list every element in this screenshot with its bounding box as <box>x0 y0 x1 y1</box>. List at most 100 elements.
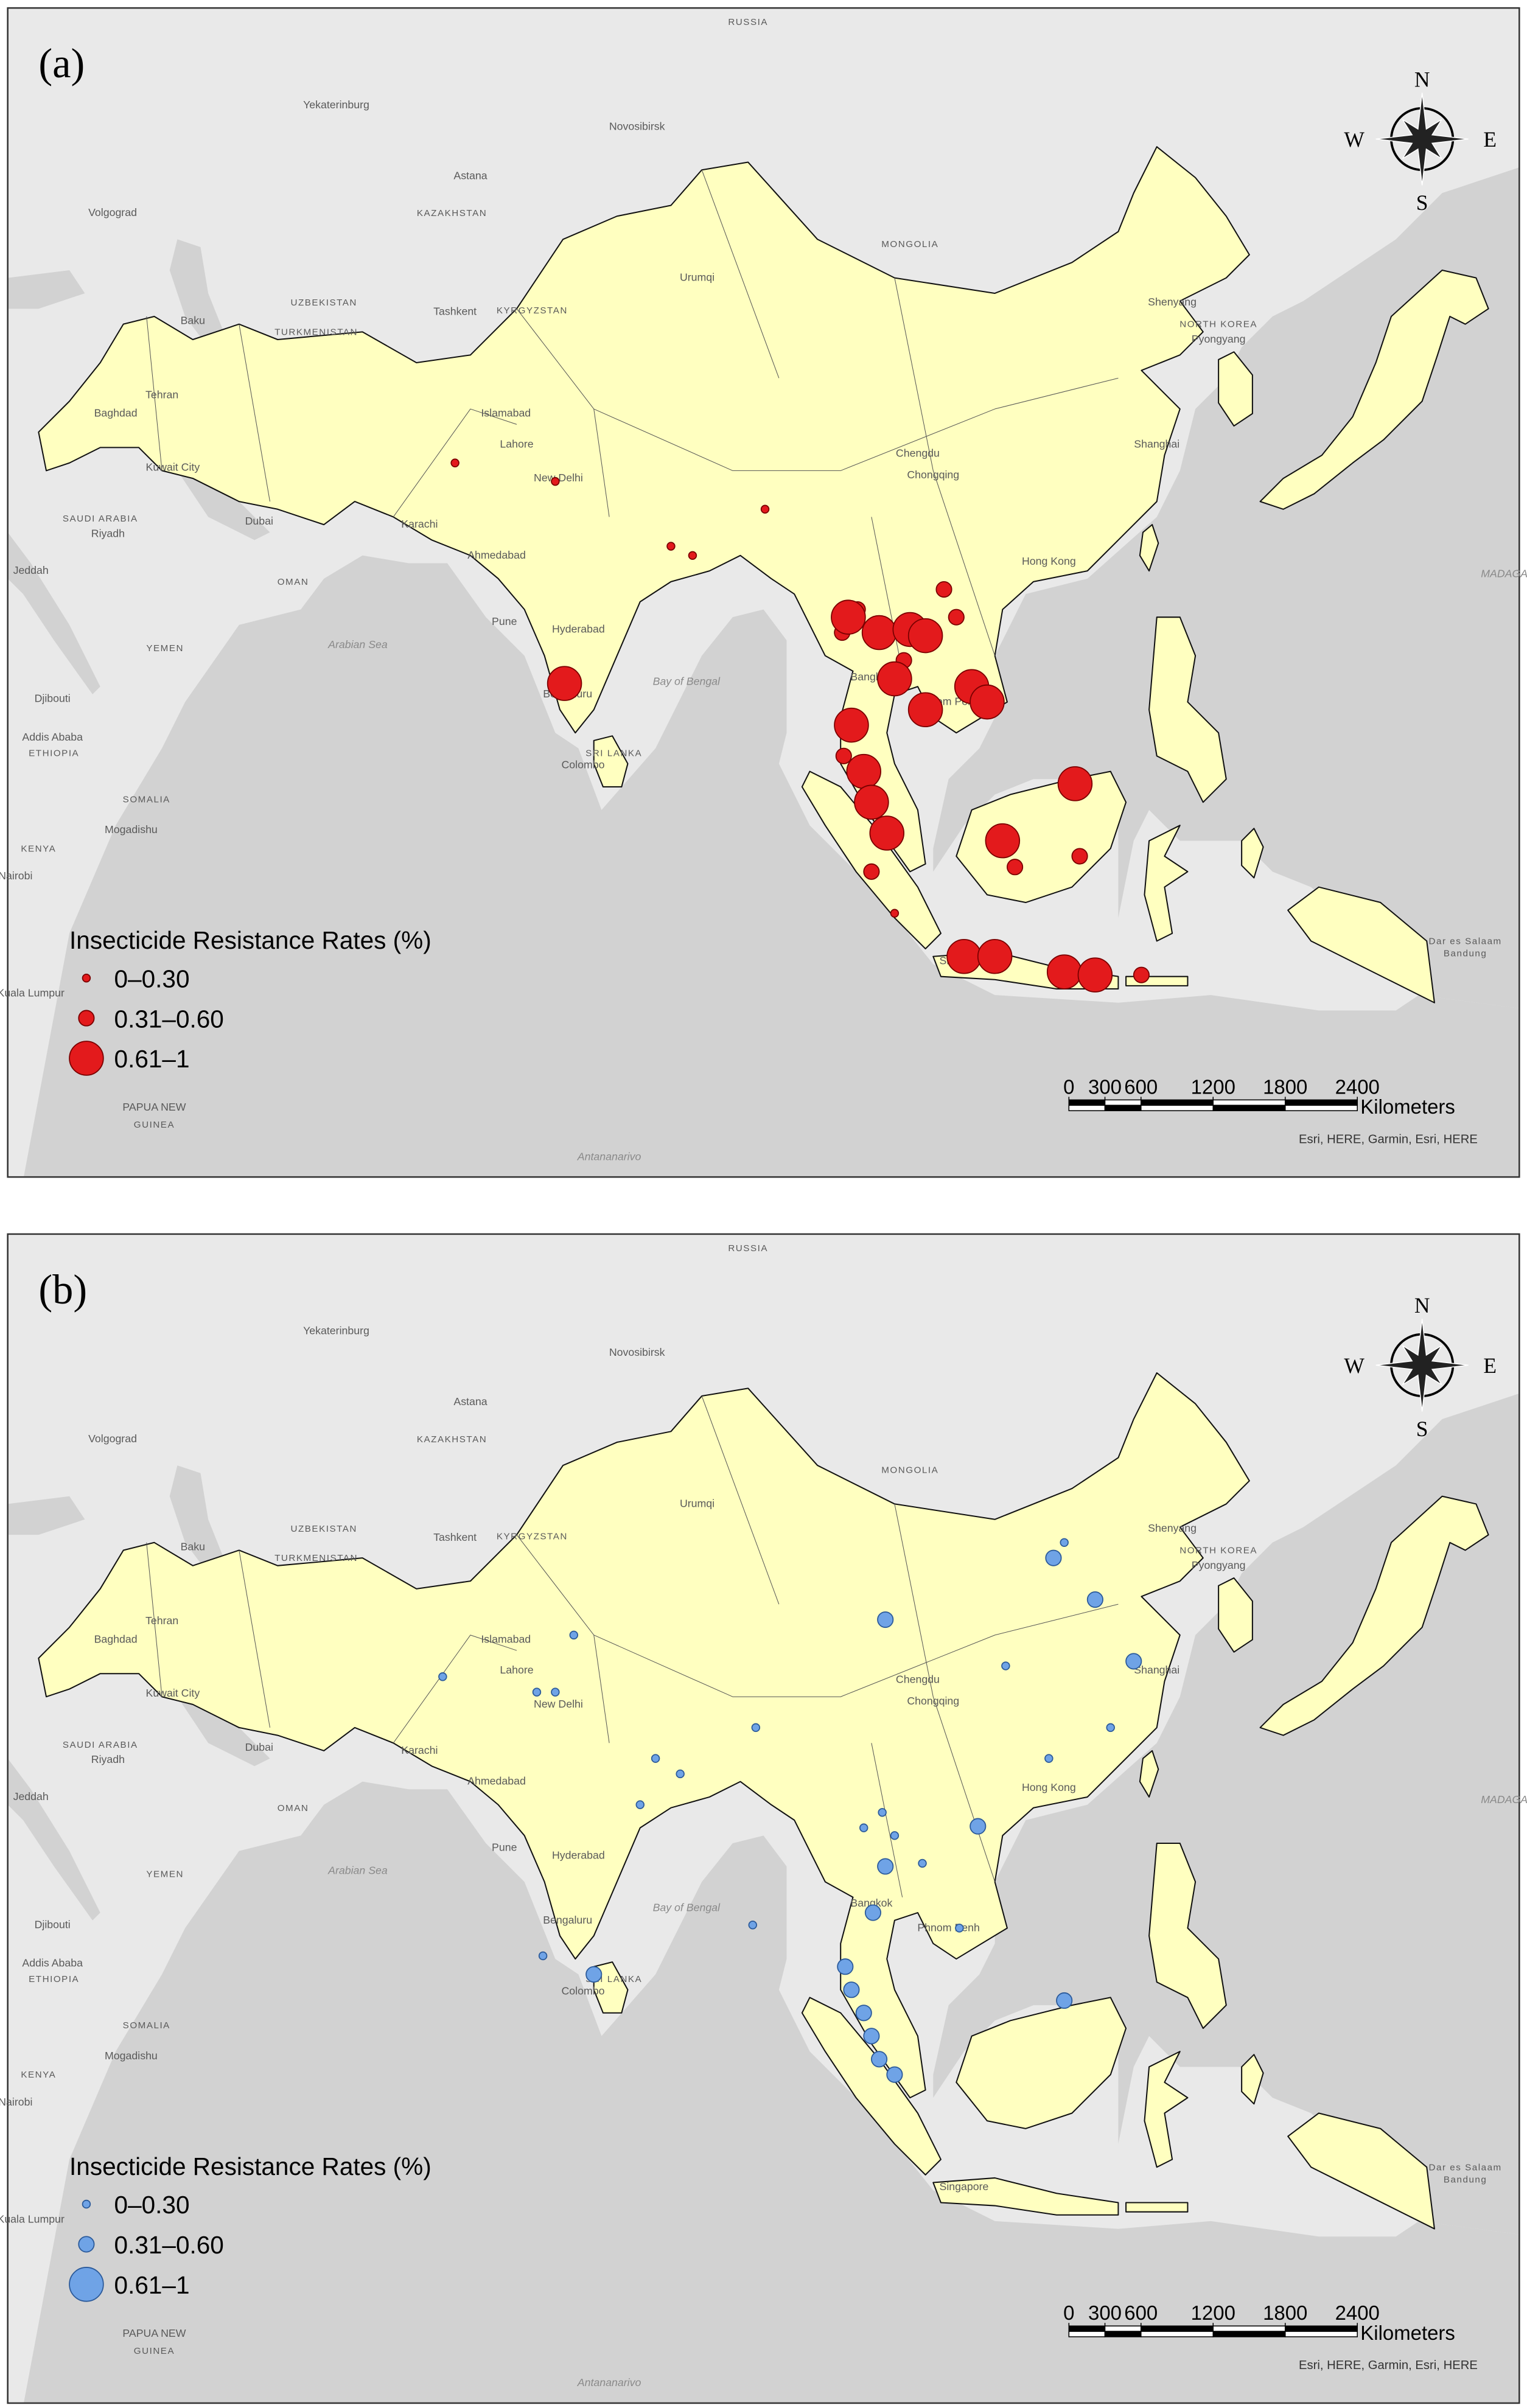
resistance-site <box>1106 1723 1115 1733</box>
compass-w: W <box>1344 1353 1365 1378</box>
resistance-site <box>1086 1591 1103 1608</box>
resistance-site <box>450 458 459 467</box>
resistance-site <box>748 1921 757 1930</box>
compass-s: S <box>1416 1417 1428 1441</box>
place-name: SAUDI ARABIA <box>63 1740 138 1750</box>
place-name: Islamabad <box>481 407 531 419</box>
panel-frame <box>7 7 1520 1178</box>
place-name: GUINEA <box>134 2346 175 2356</box>
scale-label: 0 <box>1063 2302 1074 2324</box>
resistance-site <box>651 1754 660 1763</box>
attribution: Esri, HERE, Garmin, Esri, HERE <box>1299 2359 1478 2372</box>
place-name: Djibouti <box>35 1918 71 1930</box>
place-name: Bay of Bengal <box>653 675 721 688</box>
scale-unit: Kilometers <box>1360 1095 1455 1118</box>
place-name: Bandung <box>1444 2175 1487 2185</box>
place-name: Chengdu <box>896 447 940 459</box>
scale-segment <box>1212 1099 1286 1106</box>
resistance-site <box>877 1611 894 1628</box>
place-name: Tehran <box>145 1614 178 1627</box>
place-name: TURKMENISTAN <box>274 1553 358 1563</box>
legend-symbol <box>82 2199 91 2209</box>
panel-label: (b) <box>38 1266 87 1313</box>
resistance-site <box>918 1858 927 1868</box>
scale-label: 1200 <box>1191 1075 1235 1098</box>
compass-w: W <box>1344 127 1365 152</box>
panel-label: (a) <box>38 40 85 86</box>
legend-symbol <box>78 2236 95 2253</box>
scale-segment <box>1284 1105 1358 1111</box>
resistance-site <box>955 1924 964 1933</box>
legend-label: 0–0.30 <box>114 2191 190 2219</box>
place-name: Baku <box>181 1540 205 1552</box>
scale-label: 2400 <box>1335 1075 1380 1098</box>
place-name: Volgograd <box>88 1433 137 1445</box>
resistance-site <box>890 1831 900 1840</box>
scale-segment <box>1284 2325 1358 2332</box>
resistance-site <box>985 823 1021 859</box>
resistance-site <box>666 542 676 551</box>
resistance-site <box>585 1966 603 1983</box>
scale-segment <box>1212 1105 1286 1111</box>
place-name: Addis Ababa <box>22 731 83 743</box>
compass-e: E <box>1483 1353 1497 1378</box>
place-name: Mogadishu <box>105 823 158 836</box>
resistance-site <box>760 504 770 514</box>
place-name: Dar es Salaam <box>1429 936 1502 946</box>
resistance-site <box>547 666 582 701</box>
scale-segment <box>1212 2325 1286 2332</box>
place-name: Riyadh <box>91 527 125 539</box>
legend-symbol <box>69 1041 104 1076</box>
place-name: Ahmedabad <box>467 549 526 561</box>
place-name: RUSSIA <box>728 1243 768 1254</box>
place-name: Colombo <box>561 1984 604 1997</box>
place-name: Urumqi <box>680 1497 715 1509</box>
compass-s: S <box>1416 190 1428 215</box>
legend-label: 0–0.30 <box>114 965 190 993</box>
scale-segment <box>1068 1105 1106 1111</box>
scale-segment <box>1141 2325 1214 2332</box>
resistance-site <box>970 1818 987 1835</box>
scale-segment <box>1284 1099 1358 1106</box>
place-name: Pyongyang <box>1192 1559 1246 1571</box>
resistance-site <box>861 615 897 651</box>
place-name: Arabian Sea <box>327 638 388 651</box>
place-name: Novosibirsk <box>609 120 665 132</box>
scale-label: 600 <box>1124 2302 1158 2324</box>
place-name: MONGOLIA <box>881 1465 938 1476</box>
resistance-site <box>854 784 889 820</box>
place-name: Astana <box>453 1395 487 1408</box>
place-name: Chongqing <box>907 469 959 481</box>
resistance-site <box>890 909 900 918</box>
place-name: MADAGASCAR <box>1481 567 1527 579</box>
scale-segment <box>1284 2331 1358 2337</box>
place-name: KENYA <box>21 2070 56 2080</box>
place-name: Chengdu <box>896 1673 940 1685</box>
resistance-site <box>1057 766 1093 801</box>
scale-label: 600 <box>1124 1075 1158 1098</box>
place-name: Hong Kong <box>1022 555 1076 567</box>
place-name: Dubai <box>245 1741 273 1753</box>
place-name: Hyderabad <box>552 623 605 635</box>
place-name: Jeddah <box>13 1790 49 1803</box>
legend-symbol <box>82 973 91 983</box>
resistance-site <box>859 1823 868 1832</box>
resistance-site <box>676 1769 685 1779</box>
panel-b-map <box>7 1234 1520 2403</box>
place-name: Shanghai <box>1134 438 1179 450</box>
place-name: KYRGYZSTAN <box>497 305 568 316</box>
place-name: Lahore <box>500 438 533 450</box>
resistance-site <box>877 661 912 697</box>
resistance-site <box>635 1800 645 1809</box>
scale-label: 1200 <box>1191 2302 1235 2324</box>
scale-label: 1800 <box>1263 2302 1307 2324</box>
panel-frame <box>7 1233 1520 2404</box>
place-name: ETHIOPIA <box>29 1974 79 1984</box>
place-name: Baghdad <box>94 1633 138 1645</box>
resistance-site <box>977 938 1013 974</box>
place-name: GUINEA <box>134 1120 175 1130</box>
place-name: SAUDI ARABIA <box>63 514 138 524</box>
scale-segment <box>1212 2331 1286 2337</box>
place-name: Kuwait City <box>145 1687 200 1699</box>
place-name: KAZAKHSTAN <box>417 208 487 218</box>
